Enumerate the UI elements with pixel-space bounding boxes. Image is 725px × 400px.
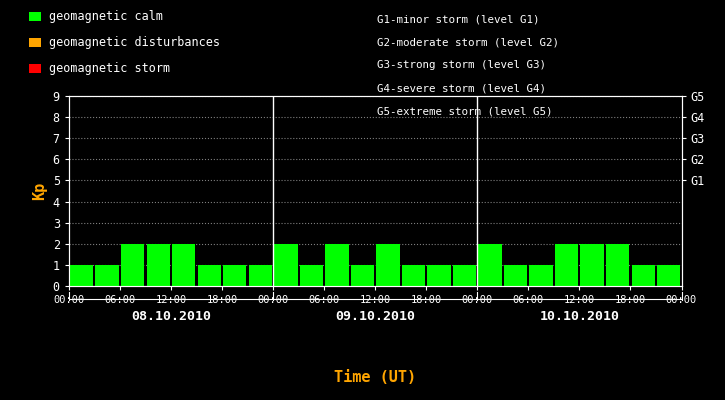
Text: G3-strong storm (level G3): G3-strong storm (level G3) bbox=[377, 60, 546, 70]
Text: geomagnetic disturbances: geomagnetic disturbances bbox=[49, 36, 220, 49]
Bar bbox=[606, 244, 629, 286]
Bar bbox=[198, 265, 221, 286]
Bar bbox=[274, 244, 297, 286]
Text: 10.10.2010: 10.10.2010 bbox=[539, 310, 619, 323]
Bar bbox=[453, 265, 476, 286]
Bar bbox=[427, 265, 451, 286]
Text: G5-extreme storm (level G5): G5-extreme storm (level G5) bbox=[377, 107, 552, 117]
Bar bbox=[631, 265, 655, 286]
Bar bbox=[146, 244, 170, 286]
Text: G4-severe storm (level G4): G4-severe storm (level G4) bbox=[377, 84, 546, 94]
Bar bbox=[96, 265, 119, 286]
Bar bbox=[402, 265, 425, 286]
Bar bbox=[70, 265, 94, 286]
Bar bbox=[351, 265, 374, 286]
Bar bbox=[555, 244, 579, 286]
Bar bbox=[326, 244, 349, 286]
Bar bbox=[529, 265, 552, 286]
Bar bbox=[172, 244, 196, 286]
Y-axis label: Kp: Kp bbox=[32, 182, 47, 200]
Bar bbox=[657, 265, 681, 286]
Text: G1-minor storm (level G1): G1-minor storm (level G1) bbox=[377, 14, 539, 24]
Bar bbox=[223, 265, 246, 286]
Bar bbox=[581, 244, 604, 286]
Bar bbox=[478, 244, 502, 286]
Text: geomagnetic storm: geomagnetic storm bbox=[49, 62, 170, 75]
Text: Time (UT): Time (UT) bbox=[334, 370, 416, 386]
Bar bbox=[299, 265, 323, 286]
Bar bbox=[121, 244, 144, 286]
Text: geomagnetic calm: geomagnetic calm bbox=[49, 10, 163, 23]
Text: G2-moderate storm (level G2): G2-moderate storm (level G2) bbox=[377, 37, 559, 47]
Bar bbox=[249, 265, 272, 286]
Bar bbox=[504, 265, 527, 286]
Text: 08.10.2010: 08.10.2010 bbox=[131, 310, 211, 323]
Text: 09.10.2010: 09.10.2010 bbox=[335, 310, 415, 323]
Bar bbox=[376, 244, 399, 286]
